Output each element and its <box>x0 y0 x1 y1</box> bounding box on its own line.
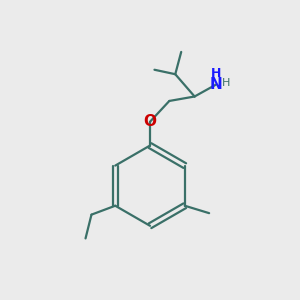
Text: O: O <box>143 114 157 129</box>
Text: H: H <box>222 78 231 88</box>
Text: N: N <box>210 77 222 92</box>
Text: H: H <box>211 67 221 80</box>
